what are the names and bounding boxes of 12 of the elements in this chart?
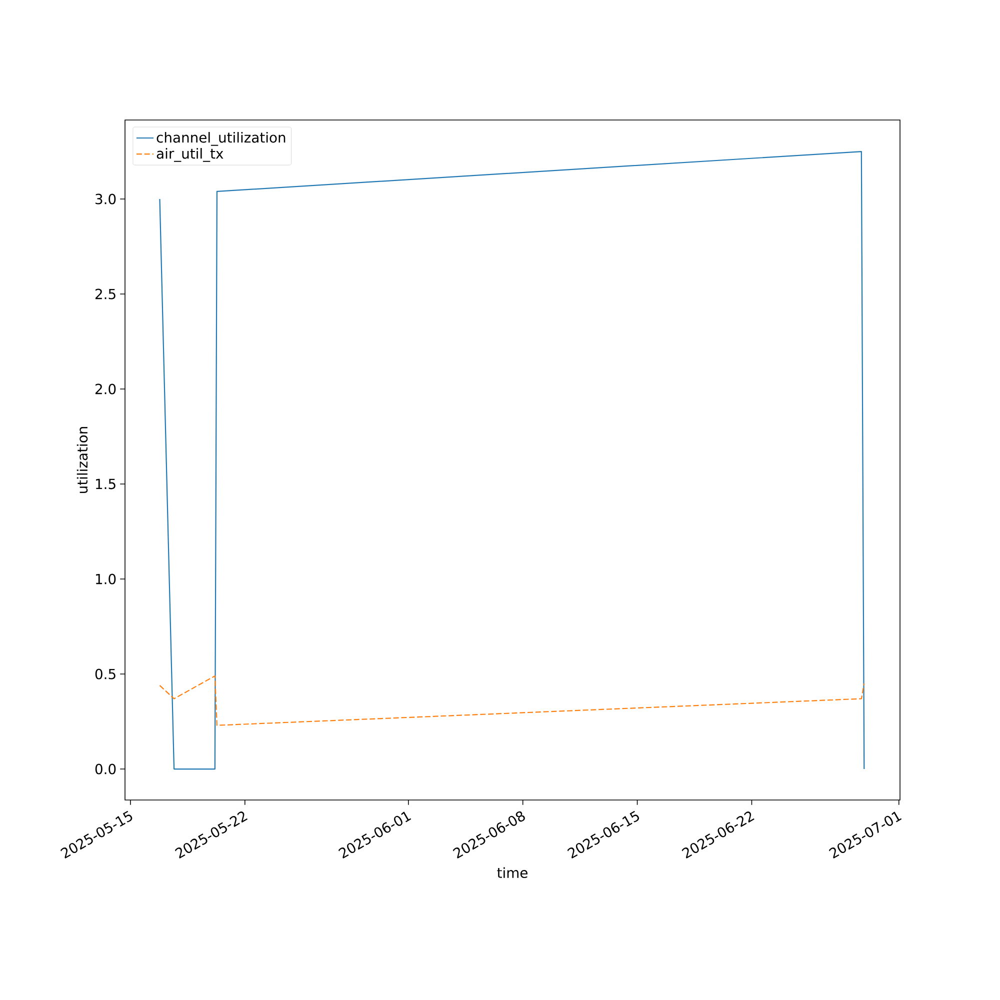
y-tick-label: 2.5 [95, 288, 116, 300]
legend-label: channel_utilization [156, 132, 286, 146]
y-tick-label: 1.0 [96, 574, 116, 584]
y-tick-label: 3.0 [96, 194, 116, 204]
y-tick-label: 0.5 [95, 668, 116, 680]
line-series [159, 675, 865, 726]
y-axis-title: utilization [76, 427, 88, 493]
x-axis-title: time [497, 867, 528, 878]
y-tick-label: 2.0 [95, 384, 116, 394]
y-tick-label: 1.5 [96, 478, 116, 490]
y-tick-label: 0.0 [95, 764, 116, 774]
legend-label: air_util_tx [156, 148, 224, 162]
